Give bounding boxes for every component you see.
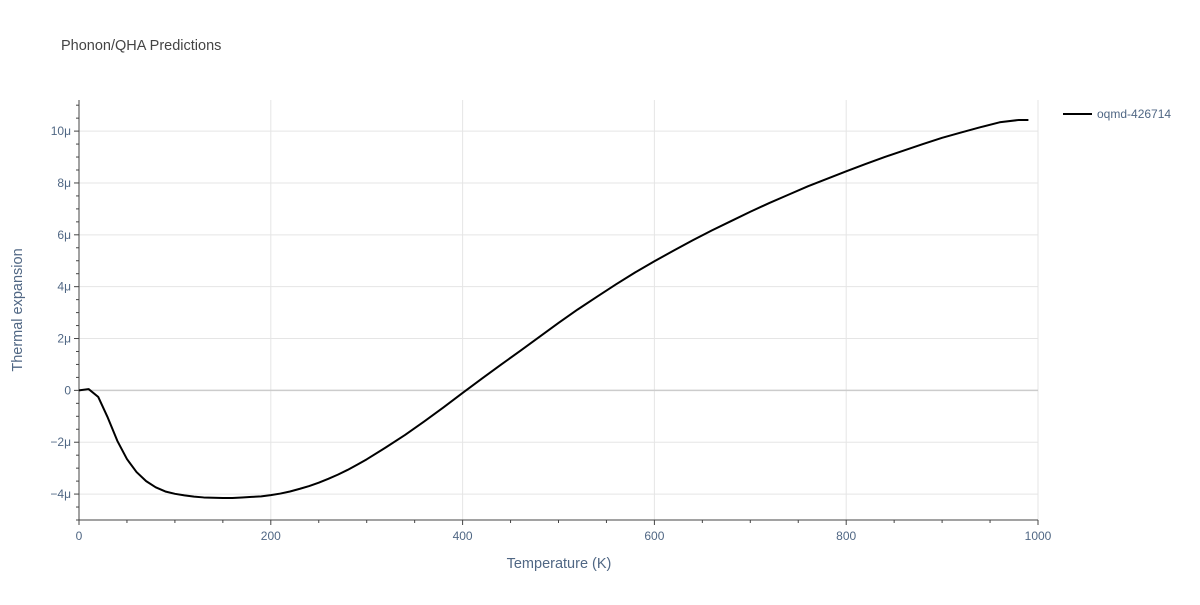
- x-tick-label: 200: [261, 529, 281, 543]
- y-tick-label: −4μ: [50, 487, 71, 501]
- tick-label-layer: 0 200 400 600 800 1000 −4μ −2μ 0 2μ 4μ 6μ 8μ 10μ: [50, 124, 1051, 543]
- y-axis-title: Thermal expansion: [10, 248, 26, 371]
- legend[interactable]: oqmd-426714: [1063, 107, 1171, 121]
- series-line: [78, 118, 1029, 499]
- y-tick-label: 8μ: [57, 176, 71, 190]
- y-tick-label: 4μ: [57, 280, 71, 294]
- legend-item-label: oqmd-426714: [1097, 107, 1171, 121]
- y-tick-label: 6μ: [57, 228, 71, 242]
- chart-title: Phonon/QHA Predictions: [61, 38, 221, 54]
- x-tick-label: 0: [76, 529, 83, 543]
- x-tick-label: 400: [453, 529, 473, 543]
- axes-layer: [74, 100, 1039, 525]
- y-tick-label: 10μ: [51, 124, 71, 138]
- grid-layer: [79, 100, 1039, 520]
- x-axis-title: Temperature (K): [507, 556, 612, 572]
- x-tick-label: 600: [644, 529, 664, 543]
- y-tick-label: 2μ: [57, 332, 71, 346]
- series-layer: [78, 118, 1029, 499]
- y-tick-label: 0: [64, 383, 71, 397]
- y-tick-label: −2μ: [50, 435, 71, 449]
- x-tick-label: 1000: [1025, 529, 1052, 543]
- x-tick-label: 800: [836, 529, 856, 543]
